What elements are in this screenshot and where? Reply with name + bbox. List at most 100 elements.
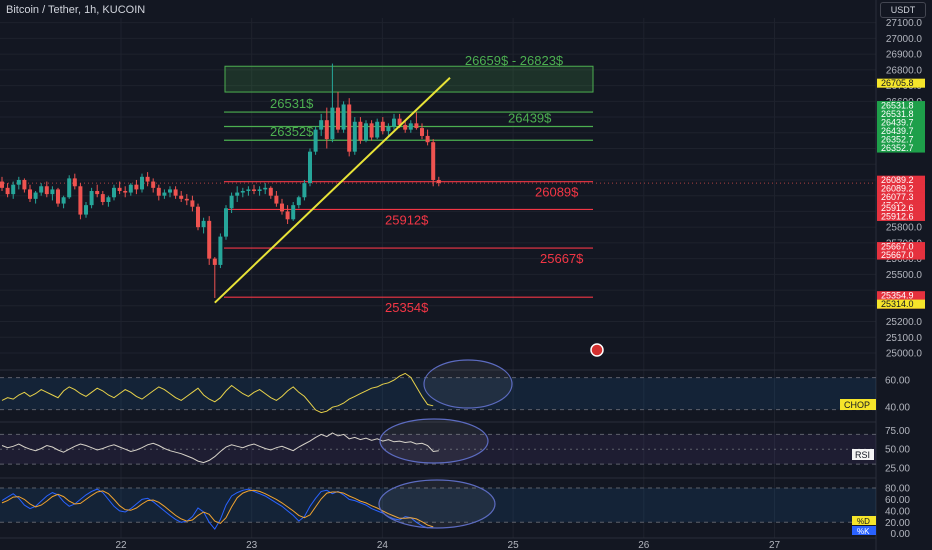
price-tag [877,203,925,213]
chop-pane: 40.00 60.00 CHOP [0,359,910,414]
candle-body [106,197,111,202]
candle-body [44,186,49,195]
candle-body [218,236,223,265]
candle-body [61,197,66,204]
candle-body [5,187,10,195]
candle-body [364,123,368,141]
candle-body [296,197,301,206]
candle-body [50,189,55,195]
price-tick: 25100.0 [886,333,923,344]
trend-line [214,77,451,304]
candle-body [84,205,88,215]
candle-body [212,258,217,265]
zone-box [224,65,594,93]
candles [0,63,441,298]
pane-tick: 40.00 [885,403,910,414]
candle-body [358,121,363,141]
price-tag-text: 26531.8 [881,101,914,111]
price-tag [877,184,925,194]
time-tick: 22 [115,540,127,550]
level-label: 25667$ [540,251,584,266]
price-tag [877,78,925,88]
candle-body [95,190,100,195]
price-tag-text: 25912.6 [881,211,914,221]
time-axis: 22 23 24 25 26 27 [0,537,876,550]
price-tags: 26705.826531.826531.826439.726439.726352… [877,78,925,309]
stoch-k-line [1,488,434,530]
currency-button[interactable]: USDT [880,2,926,18]
candle-body [386,126,391,132]
pane-tick: 75.00 [885,426,910,437]
candle-body [140,176,144,190]
candle-body [274,195,279,204]
price-tag [877,299,925,309]
candle-body [117,187,122,191]
candle-body [436,179,441,184]
candle-body [420,128,424,136]
price-tag [877,109,925,119]
candle-body [67,178,72,198]
level-label: 26089$ [535,185,579,200]
candle-body [425,135,430,143]
stoch-d-label-box [852,516,876,525]
price-tag-text: 25314.0 [881,299,914,309]
symbol-title[interactable]: Bitcoin / Tether, 1h, KUCOIN [6,4,146,16]
price-tag-text: 25912.6 [881,203,914,213]
pane-tick: 25.00 [885,463,910,474]
candle-body [112,187,116,198]
price-tag [877,192,925,202]
candle-body [308,151,312,184]
candle-body [341,104,346,130]
candle-body [352,121,357,152]
pane-band [0,488,876,523]
candle-body [162,192,167,196]
price-tag [877,143,925,153]
price-tick: 27100.0 [886,18,923,29]
candle-body [78,186,83,215]
price-tag [877,250,925,260]
candle-body [168,189,172,193]
candle-body [324,120,329,140]
chop-label-box [840,399,876,410]
price-tick: 26800.0 [886,65,923,76]
level-label: 25354$ [385,300,429,315]
stoch-d-label: %D [857,517,870,526]
price-tag [877,118,925,128]
pane-tick: 60.00 [885,495,910,506]
us-flag-icon [590,343,604,357]
price-tag [877,175,925,185]
highlight-ellipse [379,418,489,464]
candle-body [196,206,200,228]
price-tag-text: 26531.8 [881,109,914,119]
chop-label: CHOP [844,400,870,410]
price-tag-text: 26705.8 [881,78,914,88]
pane-tick: 80.00 [885,484,910,495]
price-tag [877,242,925,252]
price-tag-text: 26077.3 [881,192,914,202]
highlight-ellipse [378,479,496,529]
highlight-ellipse [423,359,513,409]
price-tick: 25500.0 [886,270,923,281]
candle-body [280,203,284,212]
price-tag [877,291,925,301]
price-tick: 25200.0 [886,317,923,328]
chop-line [1,372,434,414]
level-label: 26531$ [270,96,314,111]
candle-body [336,107,340,130]
candle-body [100,194,105,202]
candle-body [0,181,4,188]
candle-body [201,220,206,228]
candle-body [134,184,139,190]
candle-body [252,189,256,191]
zone-label: 26659$ - 26823$ [465,53,564,68]
candle-body [28,189,32,199]
level-label: 26439$ [508,111,552,126]
candle-body [179,195,184,199]
candle-body [330,107,335,140]
candle-body [16,179,21,185]
candle-body [285,211,290,220]
price-tick: 26900.0 [886,50,923,61]
price-tag-text: 25667.0 [881,250,914,260]
event-flag[interactable] [590,343,604,357]
candle-body [89,190,94,206]
